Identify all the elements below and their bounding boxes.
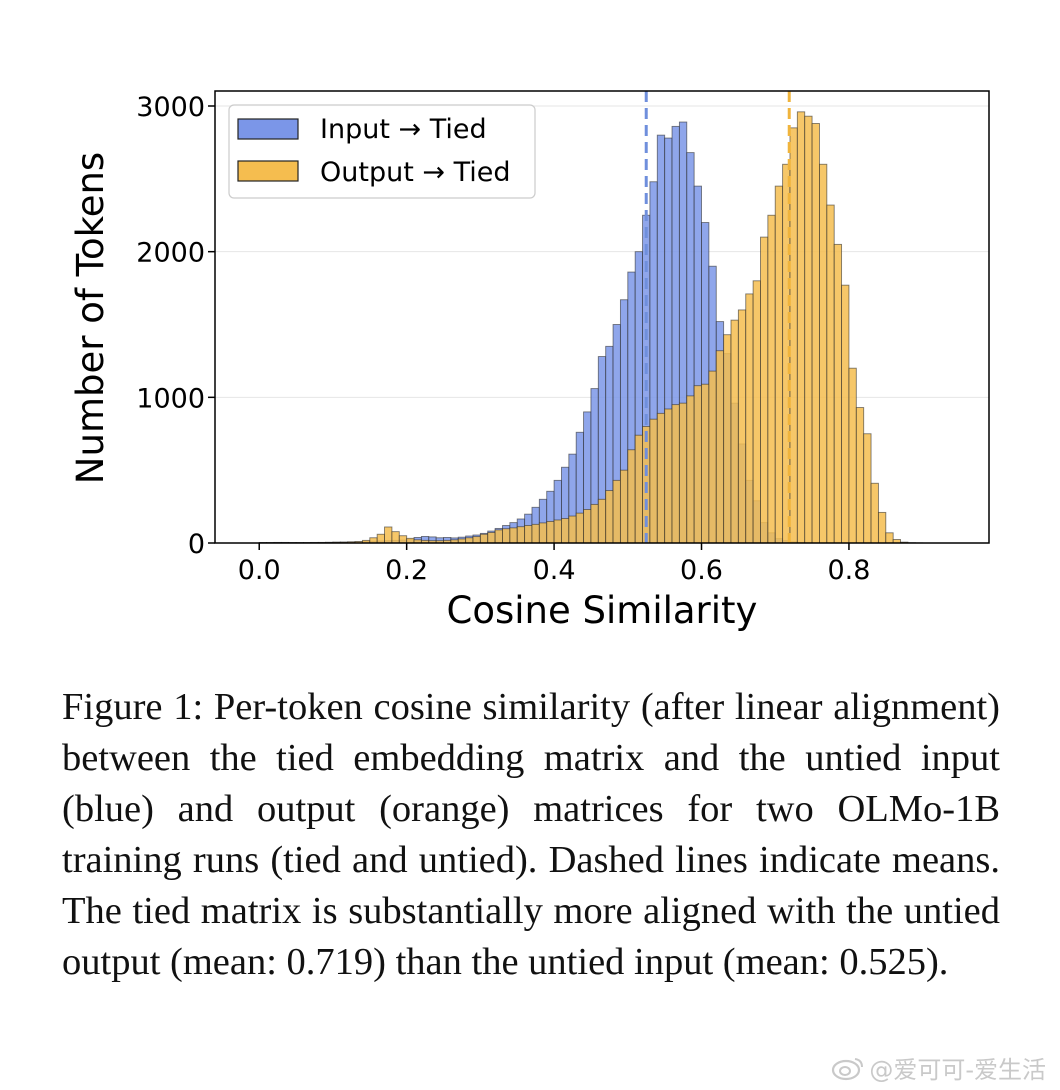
- output-bar: [538, 522, 548, 544]
- output-bar: [678, 402, 688, 544]
- output-bar: [612, 479, 621, 544]
- y-axis-title: Number of Tokens: [69, 152, 112, 484]
- output-bar: [789, 127, 798, 544]
- output-bar: [819, 163, 828, 544]
- legend-box: [228, 104, 536, 199]
- output-bar: [619, 469, 629, 544]
- output-bar: [833, 243, 843, 544]
- legend: Input → Tied Output → Tied: [228, 104, 536, 199]
- output-bar: [398, 535, 408, 544]
- output-bar: [369, 537, 378, 544]
- output-bar: [870, 482, 879, 544]
- output-bar: [730, 319, 739, 544]
- output-bar: [546, 520, 555, 544]
- output-bar: [590, 503, 599, 544]
- output-bar: [583, 509, 592, 544]
- output-bar: [575, 512, 585, 544]
- output-bar: [671, 404, 680, 544]
- output-bar: [767, 214, 776, 544]
- mean-lines: [644, 91, 791, 543]
- output-bar: [656, 412, 666, 544]
- output-bar: [664, 408, 673, 544]
- plot-frame: [214, 90, 990, 544]
- output-bar: [627, 449, 636, 544]
- x-tick-label: 0.2: [385, 555, 428, 586]
- output-bar: [708, 370, 717, 544]
- axis-ticks: 0 1000 2000 3000 0.0 0.2 0.4 0.6 0.8: [136, 92, 870, 586]
- output-bar: [811, 123, 820, 544]
- legend-label-output: Output → Tied: [320, 157, 511, 188]
- output-bar: [863, 433, 872, 544]
- output-bar: [479, 533, 489, 544]
- output-bar: [701, 383, 710, 544]
- output-bar: [376, 533, 385, 544]
- output-bar: [605, 490, 614, 544]
- x-axis-title: Cosine Similarity: [447, 589, 758, 632]
- watermark: @爱可可-爱生活: [831, 1050, 1046, 1085]
- output-bar: [561, 518, 570, 544]
- weibo-logo-icon: [832, 1057, 864, 1080]
- output-bar: [723, 334, 732, 544]
- legend-label-input: Input → Tied: [320, 114, 487, 145]
- watermark-text: @爱可可-爱生活: [869, 1056, 1046, 1084]
- output-bar: [752, 280, 761, 544]
- output-bar: [531, 523, 540, 544]
- output-bar: [693, 385, 702, 544]
- output-bar: [472, 536, 481, 544]
- output-bar: [509, 527, 518, 544]
- output-bar: [877, 511, 887, 544]
- x-tick-label: 0.6: [680, 555, 723, 586]
- output-bar: [715, 350, 725, 544]
- output-bar: [487, 532, 496, 544]
- output-bar: [494, 529, 503, 544]
- output-bar: [524, 525, 533, 544]
- output-bar: [774, 185, 784, 544]
- output-bar: [760, 236, 769, 544]
- y-tick-label: 1000: [136, 383, 205, 414]
- output-bar: [465, 537, 474, 544]
- output-bar: [848, 367, 857, 544]
- output-bar: [597, 498, 607, 544]
- x-tick-label: 0.4: [533, 555, 576, 586]
- output-bar: [885, 532, 894, 544]
- output-bar: [553, 519, 562, 544]
- output-bar: [841, 284, 850, 544]
- figure-caption: Figure 1: Per-token cosine similarity (a…: [62, 686, 1000, 983]
- output-bar: [745, 293, 754, 544]
- y-tick-label: 0: [188, 529, 205, 560]
- y-tick-label: 3000: [136, 92, 205, 123]
- y-tick-label: 2000: [136, 238, 205, 269]
- output-bar: [391, 531, 400, 544]
- output-bar: [737, 309, 747, 544]
- x-tick-label: 0.8: [827, 555, 870, 586]
- output-bar: [634, 434, 643, 544]
- output-bar: [826, 204, 835, 544]
- legend-swatch-input: [237, 118, 299, 140]
- output-bar: [384, 526, 393, 544]
- x-tick-label: 0.0: [238, 555, 281, 586]
- histogram-chart: 0 1000 2000 3000 0.0 0.2 0.4 0.6 0.8 Cosine Simi…: [69, 90, 990, 632]
- legend-swatch-output: [237, 160, 299, 182]
- output-bar: [568, 515, 577, 544]
- output-bar: [516, 526, 526, 544]
- output-bar: [804, 115, 813, 544]
- output-bar: [686, 395, 695, 544]
- output-bar: [796, 111, 806, 544]
- output-bar: [855, 407, 865, 544]
- output-bar: [502, 528, 511, 544]
- output-bar: [649, 418, 658, 544]
